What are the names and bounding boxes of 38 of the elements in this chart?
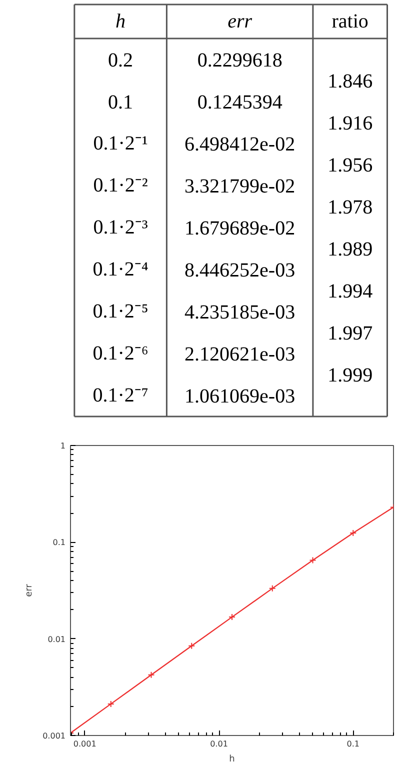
text: ratio [332, 10, 368, 32]
text: 1.846 [328, 70, 373, 92]
text: 4.235185e-03 [184, 302, 296, 324]
text: 1.997 [328, 322, 373, 344]
text: 0.1·2⁻³ [93, 216, 148, 238]
y-tick-label: 0.01 [48, 634, 66, 644]
text: 0.1·2⁻² [93, 174, 148, 196]
x-tick-label: 0.01 [210, 740, 228, 748]
y-tick-label: 0.1 [52, 538, 66, 548]
text: 3.321799e-02 [184, 176, 296, 198]
text: 1.916 [328, 112, 373, 134]
y-tick-label: 0.001 [42, 732, 66, 740]
text: 8.446252e-03 [184, 260, 296, 282]
text: 1.978 [328, 196, 373, 218]
text: 0.1·2⁻⁴ [92, 258, 148, 280]
text: 0.1·2⁻¹ [93, 132, 148, 154]
text: 6.498412e-02 [184, 134, 296, 156]
y-axis-title: err [24, 584, 35, 597]
text: 0.1·2⁻⁶ [92, 342, 148, 364]
text: 1.999 [328, 364, 373, 386]
text: 0.1·2⁻⁷ [92, 384, 148, 406]
text: 0.1·2⁻⁵ [92, 300, 148, 322]
text: 0.2299618 [197, 50, 282, 72]
text: err [228, 10, 252, 32]
text: 1.956 [328, 154, 373, 176]
text: 1.994 [328, 280, 373, 302]
text: 0.2 [108, 50, 134, 72]
x-tick-label: 0.001 [73, 740, 96, 748]
text: h [116, 10, 126, 32]
x-tick-label: 0.1 [346, 740, 360, 748]
text: 2.120621e-03 [184, 344, 296, 366]
text: 0.1 [108, 92, 134, 114]
text: 1.989 [328, 238, 373, 260]
text: 0.1245394 [197, 92, 282, 114]
x-axis-title: h [229, 754, 235, 764]
y-tick-label: 1 [60, 442, 66, 450]
text: 1.679689e-02 [184, 218, 296, 240]
text: 1.061069e-03 [184, 386, 296, 408]
